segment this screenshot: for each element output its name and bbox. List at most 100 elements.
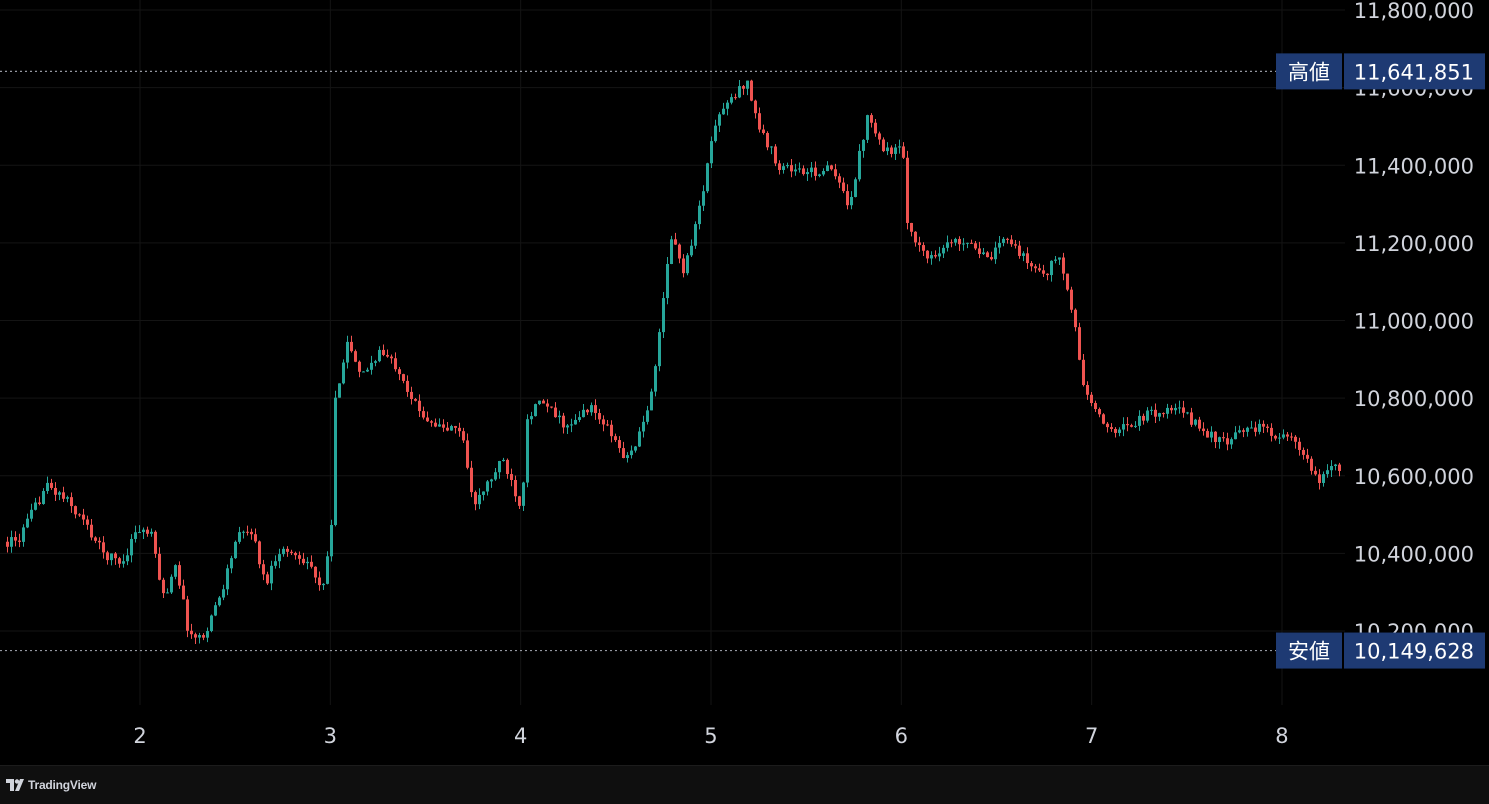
candle-body [1290, 436, 1293, 438]
candle-body [82, 514, 85, 520]
candle-body [758, 113, 761, 130]
candle-body [54, 487, 57, 495]
candle-body [746, 80, 749, 89]
candle-body [518, 496, 521, 506]
candle-body [802, 168, 805, 175]
low-label: 安値 [1288, 640, 1330, 664]
candle-body [1218, 437, 1221, 443]
candle-body [1250, 427, 1253, 429]
candle-body [394, 358, 397, 370]
candle-body [382, 349, 385, 355]
candle-body [770, 146, 773, 148]
candle-body [138, 532, 141, 534]
candle-body [1254, 427, 1257, 432]
candle-body [822, 171, 825, 175]
candle-body [262, 564, 265, 575]
candle-body [1082, 359, 1085, 386]
candle-body [938, 253, 941, 257]
candle-body [42, 491, 45, 504]
candle-body [766, 133, 769, 148]
candle-body [1142, 415, 1145, 421]
candle-body [706, 163, 709, 192]
candle-body [726, 102, 729, 109]
candle-body [786, 165, 789, 167]
candle-body [274, 561, 277, 566]
candle-body [94, 537, 97, 541]
candle-body [154, 531, 157, 554]
candle-body [354, 351, 357, 362]
candle-body [122, 561, 125, 564]
candle-body [1146, 410, 1149, 421]
candle-body [958, 238, 961, 245]
candle-body [634, 446, 637, 451]
candle-body [1274, 435, 1277, 439]
candle-body [970, 242, 973, 244]
candle-body [522, 482, 525, 506]
candle-body [1210, 431, 1213, 438]
candle-body [1310, 458, 1313, 471]
candle-body [194, 634, 197, 638]
candle-body [222, 589, 225, 598]
candle-body [302, 558, 305, 564]
candle-body [1238, 430, 1241, 433]
candle-body [590, 405, 593, 413]
candle-body [318, 577, 321, 586]
candle-body [1270, 427, 1273, 436]
candle-body [858, 150, 861, 180]
candle-body [106, 552, 109, 561]
candle-body [1246, 427, 1249, 432]
candle-body [314, 566, 317, 578]
candle-body [218, 597, 221, 606]
candle-body [414, 399, 417, 401]
candle-body [738, 86, 741, 98]
candle-body [630, 450, 633, 456]
candle-body [90, 524, 93, 538]
candle-body [1014, 244, 1017, 246]
candle-body [926, 250, 929, 259]
candle-body [306, 561, 309, 564]
x-tick-label: 8 [1275, 724, 1288, 748]
candle-body [894, 147, 897, 154]
tradingview-brand[interactable]: TradingView [6, 778, 96, 792]
candle-body [38, 502, 41, 504]
candle-body [790, 165, 793, 172]
candle-body [1102, 414, 1105, 424]
x-tick-label: 5 [704, 724, 717, 748]
candle-body [198, 635, 201, 638]
candle-body [674, 239, 677, 245]
candle-body [694, 224, 697, 246]
candle-body [26, 518, 29, 528]
candle-body [226, 568, 229, 590]
candle-body [1174, 407, 1177, 411]
candle-body [1266, 426, 1269, 428]
candle-body [946, 242, 949, 248]
y-tick-label: 11,800,000 [1354, 0, 1474, 23]
candle-body [34, 502, 37, 510]
candle-body [78, 514, 81, 516]
candle-body [490, 479, 493, 482]
candle-body [882, 139, 885, 152]
y-tick-label: 11,200,000 [1354, 232, 1474, 256]
candle-body [870, 115, 873, 123]
candle-body [998, 242, 1001, 248]
candle-body [638, 431, 641, 447]
candle-body [506, 459, 509, 475]
candle-body [286, 548, 289, 552]
x-tick-label: 2 [133, 724, 146, 748]
candle-body [1046, 273, 1049, 276]
candle-body [1118, 429, 1121, 433]
candle-body [298, 555, 301, 559]
candle-body [1190, 412, 1193, 425]
candle-body [1122, 424, 1125, 430]
candle-body [698, 205, 701, 225]
candle-body [366, 369, 369, 372]
candle-body [622, 448, 625, 459]
candles-group [6, 79, 1341, 645]
candle-body [906, 157, 909, 223]
candle-body [230, 558, 233, 569]
candle-body [1318, 474, 1321, 483]
candle-body [158, 553, 161, 580]
x-tick-label: 6 [895, 724, 908, 748]
candle-body [498, 461, 501, 473]
